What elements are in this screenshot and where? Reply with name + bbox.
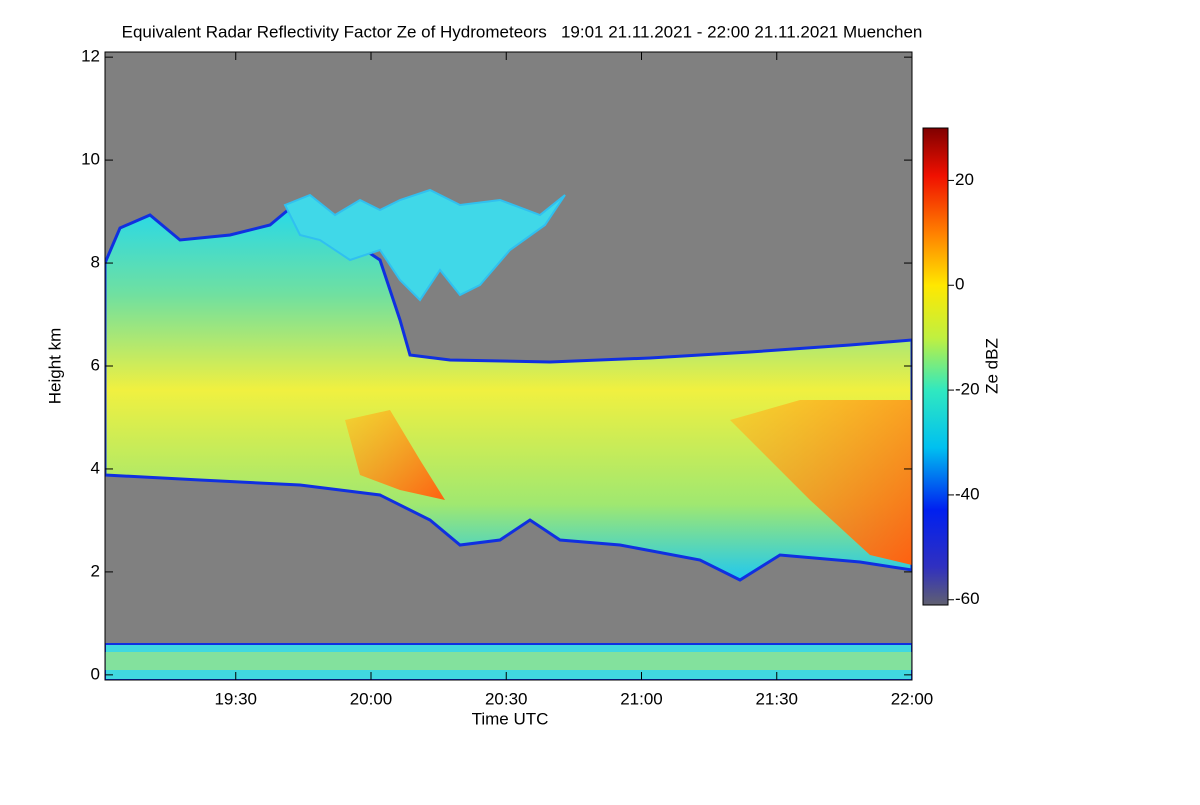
low-layer-core bbox=[105, 652, 912, 670]
colorbar-tick-label: -40 bbox=[955, 484, 980, 503]
chart-title: Equivalent Radar Reflectivity Factor Ze … bbox=[122, 22, 923, 41]
x-tick-label: 21:00 bbox=[620, 689, 663, 708]
colorbar-tick-label: 20 bbox=[955, 170, 974, 189]
colorbar bbox=[922, 127, 949, 606]
y-axis-label: Height km bbox=[45, 328, 64, 405]
cloud-layer bbox=[105, 197, 912, 582]
y-tick-label: 0 bbox=[91, 664, 100, 683]
y-tick-label: 6 bbox=[91, 355, 100, 374]
x-tick-label: 22:00 bbox=[891, 689, 934, 708]
y-tick-label: 8 bbox=[91, 253, 100, 272]
x-tick-label: 20:00 bbox=[350, 689, 393, 708]
x-tick-label: 19:30 bbox=[214, 689, 257, 708]
x-tick-label: 21:30 bbox=[755, 689, 798, 708]
cloud-fragment bbox=[283, 188, 566, 302]
reflectivity-core bbox=[730, 400, 912, 565]
x-axis-label: Time UTC bbox=[472, 709, 549, 728]
reflectivity-core bbox=[345, 410, 445, 500]
colorbar-tick-label: 0 bbox=[955, 275, 964, 294]
colorbar-label: Ze dBZ bbox=[982, 338, 1001, 394]
colorbar-tick-label: -20 bbox=[955, 380, 980, 399]
y-tick-label: 2 bbox=[91, 561, 100, 580]
x-tick-label: 20:30 bbox=[485, 689, 528, 708]
y-tick-label: 12 bbox=[81, 47, 100, 66]
colorbar-tick-label: -60 bbox=[955, 589, 980, 608]
y-tick-label: 10 bbox=[81, 150, 100, 169]
y-tick-label: 4 bbox=[91, 458, 100, 477]
reflectivity-field bbox=[105, 188, 912, 680]
